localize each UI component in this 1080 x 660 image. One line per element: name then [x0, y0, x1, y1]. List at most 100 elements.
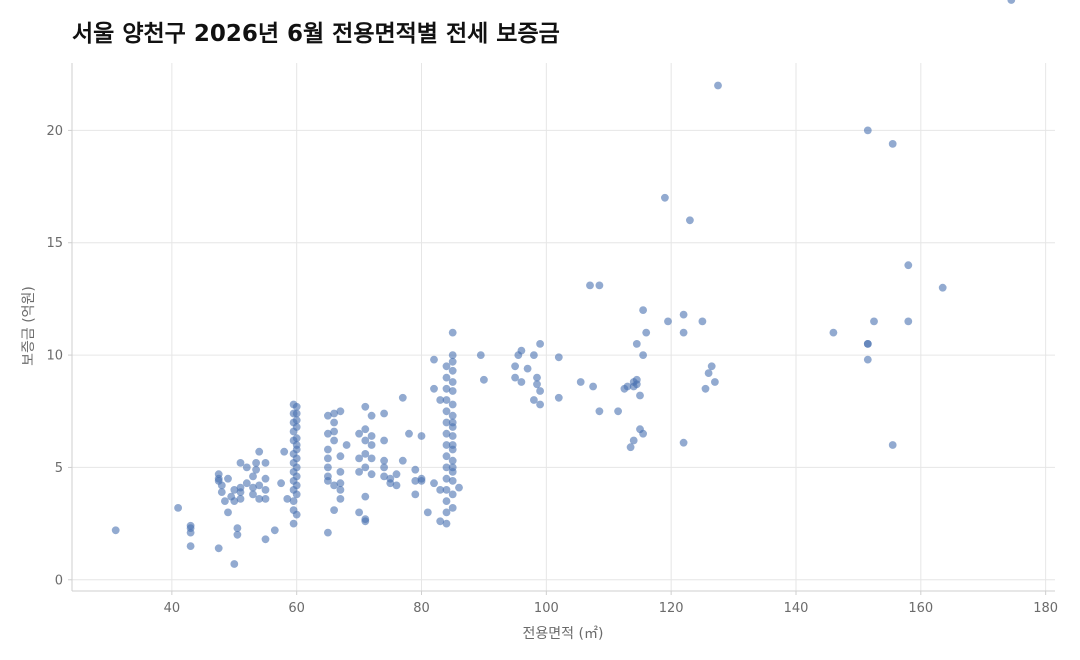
data-point — [289, 519, 298, 528]
data-point — [292, 423, 301, 431]
data-point — [586, 281, 594, 290]
data-point — [261, 459, 270, 467]
data-point — [698, 317, 707, 326]
data-point — [324, 429, 332, 438]
data-point — [863, 355, 872, 364]
axes — [68, 63, 1055, 595]
data-point — [664, 317, 672, 326]
data-point — [536, 340, 544, 348]
data-point — [230, 560, 239, 568]
data-point — [614, 407, 622, 416]
chart-title: 서울 양천구 2026년 6월 전용면적별 전세 보증금 — [72, 21, 560, 47]
data-point — [255, 447, 264, 456]
data-point — [249, 490, 257, 499]
data-point — [517, 346, 526, 355]
x-tick-label: 40 — [164, 601, 181, 616]
data-point — [236, 483, 245, 492]
data-point — [448, 328, 457, 337]
data-point — [533, 380, 541, 389]
data-point — [289, 497, 298, 505]
data-point — [530, 396, 538, 404]
data-point — [442, 429, 451, 438]
data-point — [217, 481, 226, 490]
data-point — [361, 402, 370, 411]
data-point — [711, 378, 719, 386]
data-point — [411, 490, 420, 499]
data-point — [448, 351, 457, 359]
data-point — [448, 463, 457, 472]
data-point — [536, 387, 544, 395]
data-point — [330, 418, 338, 427]
data-point — [417, 477, 426, 485]
data-point — [554, 393, 563, 402]
data-point — [639, 429, 647, 438]
data-point — [701, 384, 710, 393]
data-point — [448, 357, 457, 366]
data-point — [380, 472, 388, 481]
data-point — [252, 465, 260, 474]
data-point — [174, 504, 183, 512]
data-point — [679, 310, 688, 319]
data-point — [442, 452, 451, 461]
data-point — [242, 479, 251, 488]
data-point — [261, 486, 270, 494]
data-point — [863, 340, 872, 348]
data-point — [448, 378, 457, 386]
data-point — [261, 474, 270, 483]
data-point — [632, 380, 641, 389]
data-point — [530, 351, 538, 359]
data-point — [589, 382, 597, 391]
data-point — [870, 317, 878, 326]
data-point — [292, 416, 301, 425]
data-point — [367, 441, 376, 449]
data-point — [367, 432, 376, 440]
data-point — [214, 544, 223, 553]
data-point — [904, 317, 913, 326]
data-point — [448, 441, 457, 449]
data-point — [405, 429, 413, 438]
data-point — [361, 492, 370, 501]
data-point — [442, 497, 451, 505]
data-point — [448, 456, 457, 465]
data-point — [292, 490, 301, 499]
data-point — [411, 477, 420, 485]
data-point — [324, 454, 332, 463]
data-point — [511, 362, 519, 371]
data-point — [221, 497, 229, 505]
data-point — [442, 474, 451, 483]
data-point — [292, 510, 301, 519]
data-point — [292, 481, 301, 490]
data-point — [436, 517, 445, 526]
data-point — [355, 454, 363, 463]
data-point — [292, 409, 301, 418]
data-point — [214, 470, 223, 479]
data-point — [261, 495, 270, 503]
data-point — [252, 459, 260, 467]
data-point — [533, 373, 541, 382]
data-point — [480, 375, 488, 384]
data-point — [455, 483, 463, 492]
data-point — [242, 463, 251, 472]
data-point — [626, 443, 635, 452]
data-point — [448, 418, 457, 427]
data-points — [111, 0, 1016, 568]
data-point — [686, 216, 694, 225]
data-point — [186, 542, 195, 550]
data-point — [639, 306, 647, 314]
data-point — [442, 407, 451, 416]
data-point — [330, 481, 338, 490]
data-point — [595, 407, 604, 416]
data-point — [448, 504, 457, 512]
data-point — [448, 477, 457, 485]
data-point — [704, 369, 713, 377]
data-point — [714, 81, 722, 90]
data-point — [355, 468, 363, 476]
data-point — [261, 535, 270, 544]
data-point — [292, 434, 301, 443]
data-point — [255, 481, 264, 490]
data-point — [283, 495, 292, 503]
data-point — [632, 340, 641, 348]
data-point — [398, 393, 407, 402]
data-point — [536, 400, 544, 409]
